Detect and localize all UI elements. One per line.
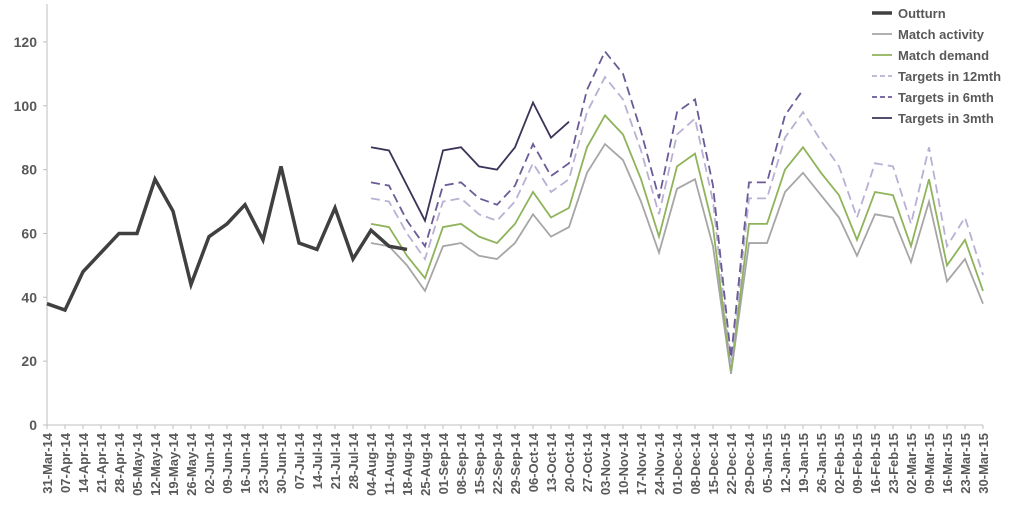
x-tick-label: 01-Dec-14	[670, 432, 685, 494]
legend-label: Match activity	[898, 27, 985, 42]
x-tick-label: 26-May-14	[184, 432, 199, 496]
x-tick-label: 19-May-14	[166, 432, 181, 496]
x-tick-label: 27-Oct-14	[580, 432, 595, 492]
x-tick-label: 22-Dec-14	[724, 432, 739, 494]
x-tick-label: 11-Aug-14	[382, 432, 397, 495]
legend-label: Match demand	[898, 48, 989, 63]
legend-label: Targets in 3mth	[898, 111, 994, 126]
x-tick-label: 30-Mar-15	[976, 433, 991, 494]
x-tick-label: 30-Jun-14	[274, 432, 289, 493]
y-tick-label: 60	[21, 225, 37, 241]
series-line-targets-in-3mth	[370, 100, 570, 224]
y-tick-label: 80	[21, 162, 37, 178]
x-tick-label: 16-Jun-14	[238, 432, 253, 493]
x-tick-label: 16-Mar-15	[940, 433, 955, 494]
x-tick-label: 28-Apr-14	[112, 432, 127, 493]
x-tick-label: 10-Nov-14	[616, 432, 631, 495]
axes: 0 20 40 60 80 100 120 31-Mar-14 07-Apr-14 14-Apr-…	[14, 4, 991, 496]
x-tick-label: 08-Sep-14	[454, 432, 469, 494]
x-tick-label: 28-Jul-14	[346, 432, 361, 489]
x-tick-label: 26-Jan-15	[814, 433, 829, 493]
x-tick-label: 16-Feb-15	[868, 433, 883, 494]
x-tick-label: 14-Jul-14	[310, 432, 325, 489]
x-tick-label: 04-Aug-14	[364, 432, 379, 496]
x-tick-label: 03-Nov-14	[598, 432, 613, 495]
series-line-match-demand	[370, 113, 984, 371]
x-tick-label: 31-Mar-14	[40, 432, 55, 493]
series-line-outturn	[46, 166, 408, 313]
x-tick-label: 22-Sep-14	[490, 432, 505, 494]
x-tick-label: 09-Feb-15	[850, 433, 865, 494]
y-tick-label: 40	[21, 289, 37, 305]
x-tick-label: 12-May-14	[148, 432, 163, 496]
x-tick-label: 21-Jul-14	[328, 432, 343, 489]
x-tick-label: 02-Jun-14	[202, 432, 217, 493]
x-tick-label: 19-Jan-15	[796, 433, 811, 493]
x-tick-label: 06-Oct-14	[526, 432, 541, 492]
x-tick-label: 25-Aug-14	[418, 432, 433, 496]
x-tick-label: 09-Mar-15	[922, 433, 937, 494]
x-tick-label: 23-Mar-15	[958, 433, 973, 494]
x-tick-label: 21-Apr-14	[94, 432, 109, 493]
series-layer	[46, 49, 984, 375]
legend-label: Targets in 6mth	[898, 90, 994, 105]
x-tick-label: 05-Jan-15	[760, 433, 775, 493]
y-tick-label: 20	[21, 353, 37, 369]
series-line-match-activity	[370, 142, 984, 375]
x-tick-label: 29-Sep-14	[508, 432, 523, 494]
legend-label: Targets in 12mth	[898, 69, 1001, 84]
x-tick-label: 15-Dec-14	[706, 432, 721, 494]
x-tick-label: 18-Aug-14	[400, 432, 415, 496]
x-tick-label: 07-Apr-14	[58, 432, 73, 493]
x-tick-label: 20-Oct-14	[562, 432, 577, 492]
x-tick-label: 09-Jun-14	[220, 432, 235, 493]
y-tick-label: 100	[14, 98, 38, 114]
x-tick-label: 23-Jun-14	[256, 432, 271, 493]
x-tick-label: 12-Jan-15	[778, 433, 793, 493]
y-tick-label: 0	[29, 417, 37, 433]
x-tick-label: 15-Sep-14	[472, 432, 487, 494]
x-tick-label: 08-Dec-14	[688, 432, 703, 494]
x-tick-label: 13-Oct-14	[544, 432, 559, 492]
series-line-targets-in-12mth	[370, 75, 984, 365]
x-tick-label: 24-Nov-14	[652, 432, 667, 495]
y-tick-label: 120	[14, 34, 38, 50]
x-tick-label: 29-Dec-14	[742, 432, 757, 494]
x-tick-label: 02-Mar-15	[904, 433, 919, 494]
legend: Outturn Match activity Match demand Targets…	[872, 6, 1001, 126]
x-tick-label: 05-May-14	[130, 432, 145, 496]
legend-label: Outturn	[898, 6, 946, 21]
x-tick-label: 17-Nov-14	[634, 432, 649, 495]
x-tick-label: 07-Jul-14	[292, 432, 307, 489]
x-tick-label: 14-Apr-14	[76, 432, 91, 493]
x-tick-label: 23-Feb-15	[886, 433, 901, 494]
x-tick-label: 01-Sep-14	[436, 432, 451, 494]
x-tick-label: 02-Feb-15	[832, 433, 847, 494]
